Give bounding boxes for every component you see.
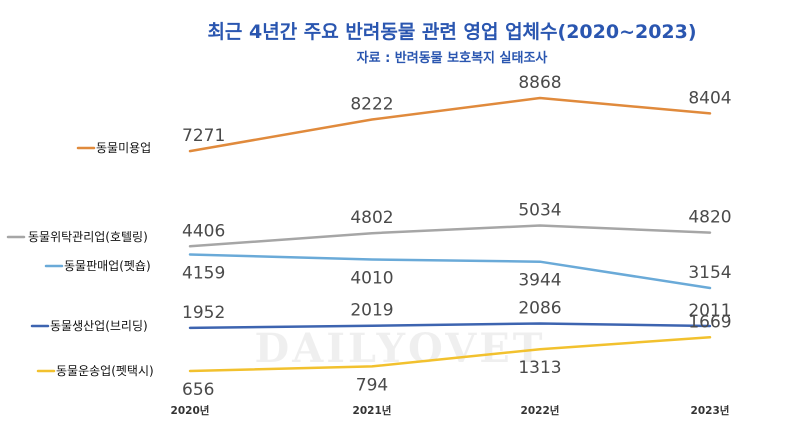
legend-entry: 동물위탁관리업(호텔링) bbox=[6, 230, 148, 244]
x-tick-label: 2022년 bbox=[521, 404, 560, 417]
x-tick-label: 2020년 bbox=[171, 404, 210, 417]
series-line bbox=[188, 224, 712, 248]
legend-entry: 동물생산업(브리딩) bbox=[30, 319, 148, 333]
series-line bbox=[188, 322, 712, 330]
chart-title: 최근 4년간 주요 반려동물 관련 영업 업체수(2020~2023) bbox=[207, 21, 696, 43]
data-label: 7271 bbox=[182, 126, 225, 146]
data-label: 794 bbox=[356, 375, 388, 395]
data-label: 1313 bbox=[518, 358, 561, 378]
data-label: 2011 bbox=[688, 301, 731, 321]
data-label: 4159 bbox=[182, 264, 225, 284]
legend-label: 동물위탁관리업(호텔링) bbox=[28, 230, 148, 244]
legend-label: 동물운송업(펫택시) bbox=[56, 364, 154, 378]
legend-entry: 동물운송업(펫택시) bbox=[36, 364, 154, 378]
series-line bbox=[188, 96, 712, 153]
x-tick-label: 2023년 bbox=[691, 404, 730, 417]
data-label: 8868 bbox=[518, 73, 561, 93]
legend-label: 동물생산업(브리딩) bbox=[50, 319, 148, 333]
data-label: 656 bbox=[182, 380, 214, 400]
data-label: 4010 bbox=[350, 268, 393, 288]
series-3: 4159 4010 3944 3154 bbox=[182, 253, 732, 291]
data-label: 8222 bbox=[350, 94, 393, 114]
series-2: 4406 4802 5034 4820 bbox=[182, 200, 732, 248]
data-label: 4406 bbox=[182, 221, 225, 241]
data-label: 3154 bbox=[688, 263, 731, 283]
series-1: 7271 8222 8868 8404 bbox=[182, 73, 732, 153]
legend-label: 동물판매업(펫숍) bbox=[64, 259, 151, 273]
data-label: 1669 bbox=[688, 312, 731, 332]
series-4: 1952 2019 2086 2011 bbox=[182, 298, 732, 330]
x-tick-label: 2021년 bbox=[353, 404, 392, 417]
legend-entry: 동물미용업 bbox=[76, 141, 151, 155]
data-label: 3944 bbox=[518, 271, 561, 291]
legend-entry: 동물판매업(펫숍) bbox=[44, 259, 151, 273]
series-line bbox=[188, 253, 712, 290]
data-label: 1952 bbox=[182, 303, 225, 323]
data-label: 2086 bbox=[518, 298, 561, 318]
data-label: 4802 bbox=[350, 208, 393, 228]
watermark: DAILYOVET bbox=[255, 325, 546, 372]
chart-subtitle: 자료 : 반려동물 보호복지 실태조사 bbox=[357, 50, 548, 66]
series-5: 656 794 1313 1669 bbox=[182, 312, 732, 400]
legend-label: 동물미용업 bbox=[96, 141, 151, 155]
data-label: 5034 bbox=[518, 200, 561, 220]
data-label: 4820 bbox=[688, 208, 731, 228]
data-label: 8404 bbox=[688, 88, 731, 108]
series-layer: 7271 8222 8868 8404 4406 4802 5034 4820 4159 4010… bbox=[182, 73, 732, 400]
series-line bbox=[188, 336, 712, 373]
data-label: 2019 bbox=[350, 301, 393, 321]
x-axis: 2020년 2021년 2022년 2023년 bbox=[171, 404, 730, 417]
